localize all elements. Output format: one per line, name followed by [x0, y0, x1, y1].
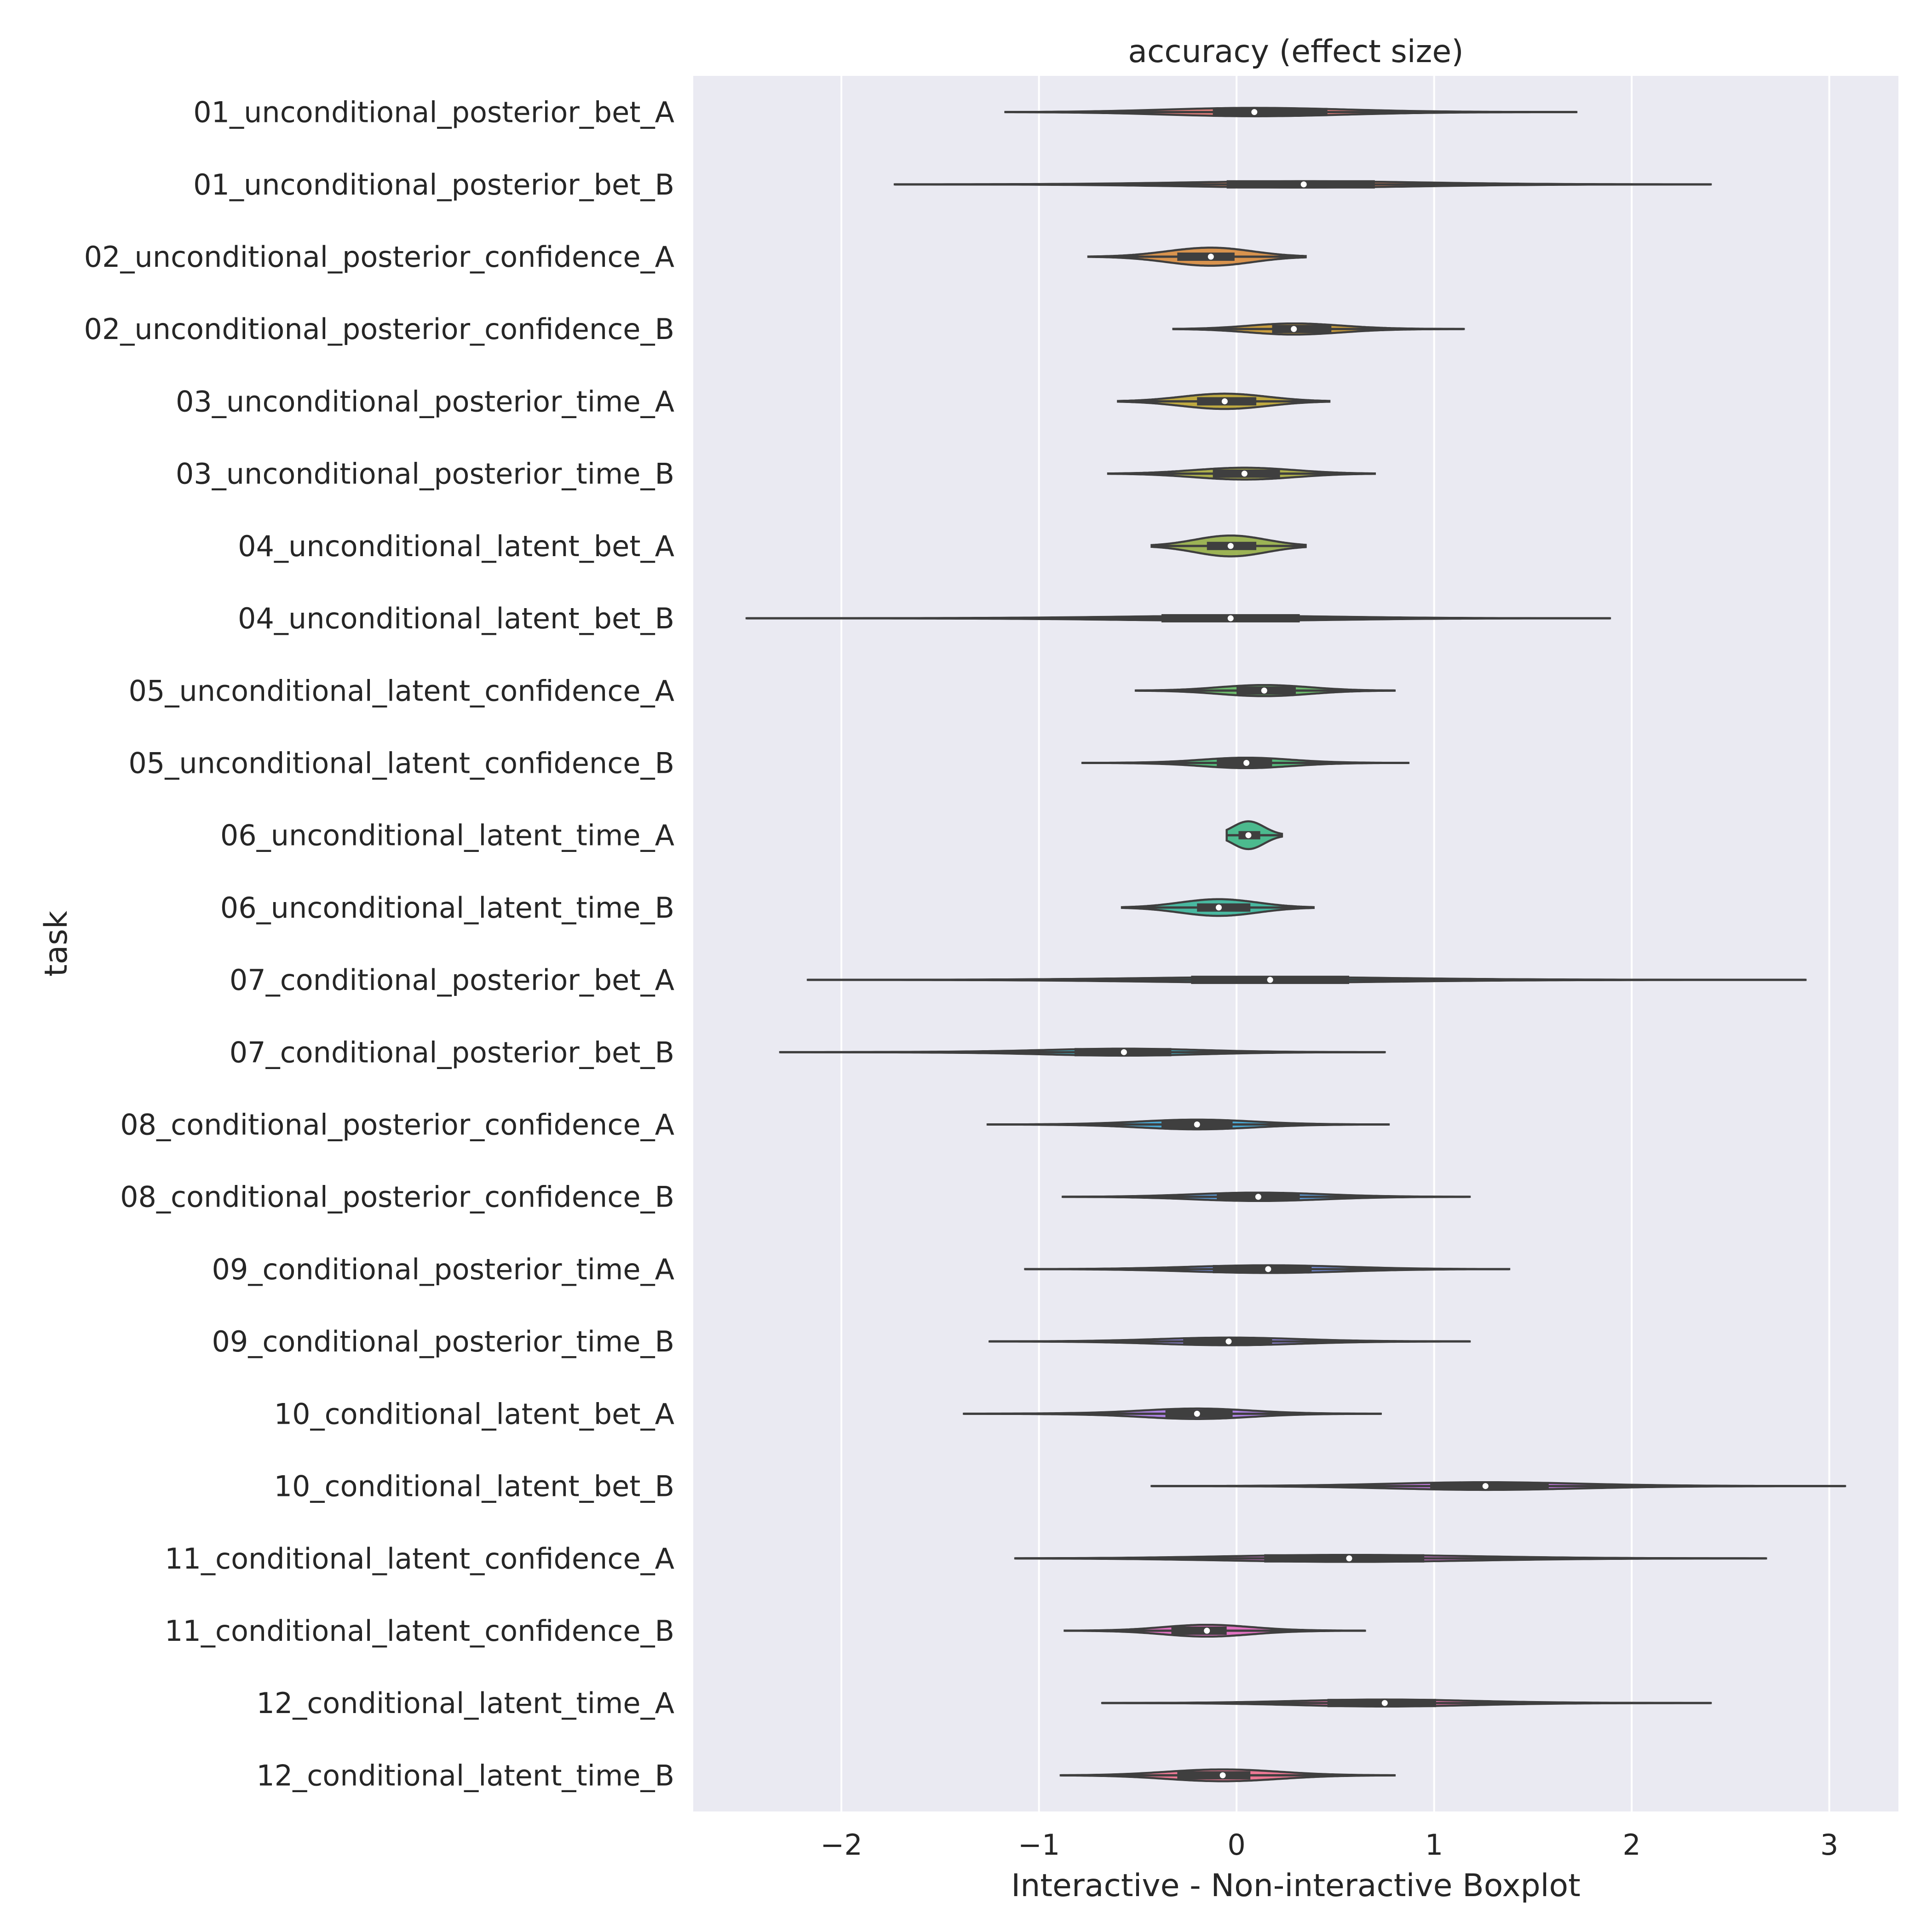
y-tick-label: 04_unconditional_latent_bet_B: [238, 602, 674, 635]
y-tick-label: 09_conditional_posterior_time_A: [212, 1253, 674, 1286]
violin-median-dot: [1300, 181, 1307, 188]
x-tick-labels: −2 −1 0 1 2 3: [820, 1828, 1838, 1862]
violin-median-dot: [1265, 1266, 1271, 1272]
plot-area: [693, 76, 1898, 1811]
violin-median-dot: [1219, 1772, 1226, 1778]
x-tick-label: −1: [1018, 1828, 1060, 1862]
grid-lines: [840, 76, 1830, 1811]
violin-10_conditional_latent_bet_A: [963, 1407, 1382, 1420]
violin-08_conditional_posterior_confidence_A: [986, 1118, 1390, 1131]
y-tick-label: 10_conditional_latent_bet_B: [274, 1470, 674, 1503]
y-tick-label: 04_unconditional_latent_bet_A: [238, 529, 674, 563]
violin-median-dot: [1225, 1338, 1232, 1345]
x-tick-label: −2: [820, 1828, 862, 1862]
y-tick-label: 12_conditional_latent_time_A: [256, 1686, 674, 1720]
violin-median-dot: [1241, 471, 1248, 477]
violin-04_unconditional_latent_bet_A: [1150, 534, 1307, 558]
violin-iqr-box: [1177, 1771, 1251, 1780]
violin-12_conditional_latent_time_B: [1059, 1768, 1396, 1782]
violin-median-dot: [1204, 1627, 1210, 1634]
violin-01_unconditional_posterior_bet_B: [893, 180, 1712, 189]
violin-median-dot: [1194, 1121, 1200, 1128]
violin-09_conditional_posterior_time_A: [1024, 1264, 1511, 1274]
violins: [745, 107, 1846, 1782]
y-tick-label: 08_conditional_posterior_confidence_B: [120, 1180, 674, 1214]
y-tick-label: 07_conditional_posterior_bet_A: [230, 963, 674, 997]
y-tick-label: 07_conditional_posterior_bet_B: [230, 1035, 674, 1069]
violin-02_unconditional_posterior_confidence_A: [1087, 247, 1307, 267]
y-tick-label: 11_conditional_latent_confidence_B: [165, 1614, 674, 1648]
violin-iqr-box: [1177, 253, 1235, 261]
violin-04_unconditional_latent_bet_B: [745, 614, 1611, 623]
y-tick-label: 12_conditional_latent_time_B: [256, 1759, 674, 1792]
violin-iqr-box: [1430, 1482, 1549, 1490]
violin-10_conditional_latent_bet_B: [1150, 1481, 1846, 1491]
violin-09_conditional_posterior_time_B: [989, 1336, 1471, 1346]
violin-median-dot: [1194, 1410, 1200, 1417]
chart-title: accuracy (effect size): [1128, 34, 1464, 70]
violin-median-dot: [1243, 759, 1250, 766]
violin-median-dot: [1381, 1700, 1388, 1706]
violin-iqr-box: [1213, 1265, 1312, 1273]
violin-12_conditional_latent_time_A: [1101, 1698, 1712, 1708]
y-tick-label: 05_unconditional_latent_confidence_B: [128, 746, 674, 780]
y-tick-label: 06_unconditional_latent_time_A: [220, 819, 674, 852]
y-tick-label: 02_unconditional_posterior_confidence_A: [84, 240, 674, 274]
violin-05_unconditional_latent_confidence_A: [1134, 684, 1396, 697]
y-tick-label: 05_unconditional_latent_confidence_A: [129, 674, 674, 707]
x-tick-label: 3: [1820, 1828, 1838, 1862]
violin-05_unconditional_latent_confidence_B: [1081, 756, 1410, 770]
violin-03_unconditional_posterior_time_A: [1117, 392, 1331, 410]
y-tick-label: 01_unconditional_posterior_bet_A: [193, 96, 674, 129]
x-tick-label: 2: [1622, 1828, 1640, 1862]
y-tick-label: 02_unconditional_posterior_confidence_B: [84, 312, 674, 346]
violin-08_conditional_posterior_confidence_B: [1061, 1191, 1471, 1202]
violin-01_unconditional_posterior_bet_A: [1004, 107, 1578, 117]
violin-median-dot: [1121, 1049, 1127, 1055]
violin-iqr-box: [1171, 1626, 1227, 1635]
violin-iqr-box: [1213, 108, 1328, 116]
violin-06_unconditional_latent_time_A: [1225, 820, 1283, 851]
y-tick-label: 08_conditional_posterior_confidence_A: [120, 1108, 674, 1142]
y-tick-labels: 01_unconditional_posterior_bet_A 01_uncon…: [84, 96, 674, 1793]
violin-06_unconditional_latent_time_B: [1121, 898, 1315, 917]
violin-iqr-box: [1197, 903, 1251, 912]
violin-median-dot: [1251, 109, 1258, 115]
y-tick-label: 09_conditional_posterior_time_B: [212, 1325, 674, 1358]
violin-07_conditional_posterior_bet_B: [779, 1047, 1386, 1057]
x-tick-label: 1: [1425, 1828, 1443, 1862]
violin-iqr-box: [1272, 325, 1332, 334]
violin-median-dot: [1291, 326, 1297, 332]
violin-median-dot: [1482, 1483, 1489, 1489]
y-tick-label: 03_unconditional_posterior_time_B: [176, 457, 674, 491]
violin-03_unconditional_posterior_time_B: [1107, 466, 1376, 481]
violin-11_conditional_latent_confidence_A: [1014, 1553, 1767, 1563]
violin-median-dot: [1261, 687, 1267, 694]
y-tick-label: 06_unconditional_latent_time_B: [220, 891, 674, 925]
violin-iqr-box: [1264, 1554, 1425, 1563]
violin-median-dot: [1221, 398, 1228, 404]
violin-median-dot: [1245, 832, 1252, 839]
x-axis-label: Interactive - Non-interactive Boxplot: [1011, 1868, 1581, 1904]
y-axis-label: task: [38, 910, 75, 977]
violin-median-dot: [1227, 543, 1234, 549]
x-tick-label: 0: [1227, 1828, 1245, 1862]
y-tick-label: 03_unconditional_posterior_time_A: [176, 385, 674, 418]
violin-median-dot: [1208, 253, 1214, 260]
violin-median-dot: [1215, 904, 1222, 911]
violin-median-dot: [1267, 977, 1273, 983]
violin-median-dot: [1255, 1194, 1261, 1200]
violin-median-dot: [1227, 615, 1234, 621]
y-tick-label: 10_conditional_latent_bet_A: [274, 1397, 674, 1431]
violin-11_conditional_latent_confidence_B: [1064, 1623, 1366, 1638]
violin-07_conditional_posterior_bet_A: [806, 976, 1807, 984]
y-tick-label: 11_conditional_latent_confidence_A: [165, 1542, 674, 1576]
violin-median-dot: [1346, 1555, 1352, 1562]
violin-02_unconditional_posterior_confidence_B: [1172, 322, 1465, 336]
y-tick-label: 01_unconditional_posterior_bet_B: [193, 168, 674, 201]
